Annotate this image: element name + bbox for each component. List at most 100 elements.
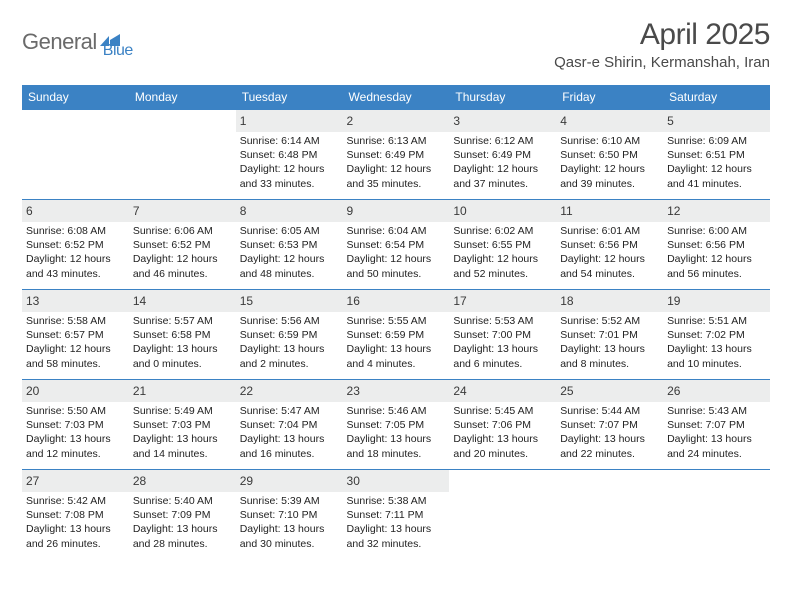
- daylight-line: Daylight: 12 hours and 56 minutes.: [667, 252, 766, 280]
- calendar-cell: 10Sunrise: 6:02 AMSunset: 6:55 PMDayligh…: [449, 200, 556, 290]
- sunset-line: Sunset: 6:59 PM: [240, 328, 339, 342]
- sunrise-line: Sunrise: 5:40 AM: [133, 494, 232, 508]
- daylight-line: Daylight: 12 hours and 58 minutes.: [26, 342, 125, 370]
- sunset-line: Sunset: 7:05 PM: [347, 418, 446, 432]
- sunrise-line: Sunrise: 6:14 AM: [240, 134, 339, 148]
- sunrise-line: Sunrise: 5:49 AM: [133, 404, 232, 418]
- weekday-header: Saturday: [663, 85, 770, 110]
- sunset-line: Sunset: 7:11 PM: [347, 508, 446, 522]
- calendar-cell: [663, 470, 770, 560]
- sunrise-line: Sunrise: 5:39 AM: [240, 494, 339, 508]
- daylight-line: Daylight: 13 hours and 16 minutes.: [240, 432, 339, 460]
- daylight-line: Daylight: 12 hours and 39 minutes.: [560, 162, 659, 190]
- calendar-cell: 6Sunrise: 6:08 AMSunset: 6:52 PMDaylight…: [22, 200, 129, 290]
- daylight-line: Daylight: 12 hours and 52 minutes.: [453, 252, 552, 280]
- calendar-body: 1Sunrise: 6:14 AMSunset: 6:48 PMDaylight…: [22, 110, 770, 560]
- day-number: 25: [560, 384, 573, 398]
- sunset-line: Sunset: 7:09 PM: [133, 508, 232, 522]
- sunrise-line: Sunrise: 6:04 AM: [347, 224, 446, 238]
- title-block: April 2025 Qasr-e Shirin, Kermanshah, Ir…: [554, 18, 770, 71]
- calendar-table: SundayMondayTuesdayWednesdayThursdayFrid…: [22, 85, 770, 560]
- day-number: 28: [133, 474, 146, 488]
- sunrise-line: Sunrise: 5:46 AM: [347, 404, 446, 418]
- header: General Blue April 2025 Qasr-e Shirin, K…: [22, 18, 770, 71]
- daylight-line: Daylight: 13 hours and 20 minutes.: [453, 432, 552, 460]
- day-number: 3: [453, 114, 460, 128]
- calendar-cell: 17Sunrise: 5:53 AMSunset: 7:00 PMDayligh…: [449, 290, 556, 380]
- calendar-cell: 23Sunrise: 5:46 AMSunset: 7:05 PMDayligh…: [343, 380, 450, 470]
- sunset-line: Sunset: 6:49 PM: [347, 148, 446, 162]
- day-number: 13: [26, 294, 39, 308]
- calendar-header-row: SundayMondayTuesdayWednesdayThursdayFrid…: [22, 85, 770, 110]
- daylight-line: Daylight: 13 hours and 6 minutes.: [453, 342, 552, 370]
- day-number: 18: [560, 294, 573, 308]
- sunset-line: Sunset: 6:59 PM: [347, 328, 446, 342]
- sunset-line: Sunset: 6:50 PM: [560, 148, 659, 162]
- day-number: 29: [240, 474, 253, 488]
- sunset-line: Sunset: 6:54 PM: [347, 238, 446, 252]
- day-number: 8: [240, 204, 247, 218]
- calendar-cell: 2Sunrise: 6:13 AMSunset: 6:49 PMDaylight…: [343, 110, 450, 200]
- sunset-line: Sunset: 6:56 PM: [560, 238, 659, 252]
- daylight-line: Daylight: 13 hours and 24 minutes.: [667, 432, 766, 460]
- sunset-line: Sunset: 6:52 PM: [26, 238, 125, 252]
- page: General Blue April 2025 Qasr-e Shirin, K…: [0, 0, 792, 578]
- calendar-cell: 27Sunrise: 5:42 AMSunset: 7:08 PMDayligh…: [22, 470, 129, 560]
- sunset-line: Sunset: 6:56 PM: [667, 238, 766, 252]
- sunset-line: Sunset: 6:55 PM: [453, 238, 552, 252]
- daylight-line: Daylight: 12 hours and 48 minutes.: [240, 252, 339, 280]
- calendar-cell: 18Sunrise: 5:52 AMSunset: 7:01 PMDayligh…: [556, 290, 663, 380]
- page-title: April 2025: [554, 18, 770, 52]
- day-number: 9: [347, 204, 354, 218]
- brand-logo: General Blue: [22, 18, 133, 60]
- day-number: 23: [347, 384, 360, 398]
- sunset-line: Sunset: 6:57 PM: [26, 328, 125, 342]
- daylight-line: Daylight: 12 hours and 41 minutes.: [667, 162, 766, 190]
- day-number: 27: [26, 474, 39, 488]
- day-number: 11: [560, 204, 572, 218]
- sunrise-line: Sunrise: 5:43 AM: [667, 404, 766, 418]
- calendar-cell: 5Sunrise: 6:09 AMSunset: 6:51 PMDaylight…: [663, 110, 770, 200]
- daylight-line: Daylight: 13 hours and 28 minutes.: [133, 522, 232, 550]
- calendar-cell: 3Sunrise: 6:12 AMSunset: 6:49 PMDaylight…: [449, 110, 556, 200]
- day-number: 30: [347, 474, 360, 488]
- daylight-line: Daylight: 13 hours and 0 minutes.: [133, 342, 232, 370]
- calendar-cell: 9Sunrise: 6:04 AMSunset: 6:54 PMDaylight…: [343, 200, 450, 290]
- sunrise-line: Sunrise: 5:51 AM: [667, 314, 766, 328]
- calendar-week-row: 1Sunrise: 6:14 AMSunset: 6:48 PMDaylight…: [22, 110, 770, 200]
- sunset-line: Sunset: 7:02 PM: [667, 328, 766, 342]
- calendar-week-row: 27Sunrise: 5:42 AMSunset: 7:08 PMDayligh…: [22, 470, 770, 560]
- sunrise-line: Sunrise: 5:47 AM: [240, 404, 339, 418]
- sunrise-line: Sunrise: 5:44 AM: [560, 404, 659, 418]
- sunrise-line: Sunrise: 6:01 AM: [560, 224, 659, 238]
- day-number: 16: [347, 294, 360, 308]
- daylight-line: Daylight: 12 hours and 43 minutes.: [26, 252, 125, 280]
- location-label: Qasr-e Shirin, Kermanshah, Iran: [554, 54, 770, 71]
- sunset-line: Sunset: 7:07 PM: [667, 418, 766, 432]
- sunrise-line: Sunrise: 6:10 AM: [560, 134, 659, 148]
- calendar-week-row: 6Sunrise: 6:08 AMSunset: 6:52 PMDaylight…: [22, 200, 770, 290]
- sunrise-line: Sunrise: 5:58 AM: [26, 314, 125, 328]
- weekday-header: Wednesday: [343, 85, 450, 110]
- day-number: 24: [453, 384, 466, 398]
- sunset-line: Sunset: 7:10 PM: [240, 508, 339, 522]
- calendar-cell: 14Sunrise: 5:57 AMSunset: 6:58 PMDayligh…: [129, 290, 236, 380]
- day-number: 14: [133, 294, 146, 308]
- day-number: 19: [667, 294, 680, 308]
- daylight-line: Daylight: 12 hours and 46 minutes.: [133, 252, 232, 280]
- day-number: 1: [240, 114, 247, 128]
- day-number: 12: [667, 204, 680, 218]
- sunrise-line: Sunrise: 6:00 AM: [667, 224, 766, 238]
- sunrise-line: Sunrise: 6:12 AM: [453, 134, 552, 148]
- brand-name-1: General: [22, 29, 97, 55]
- daylight-line: Daylight: 13 hours and 2 minutes.: [240, 342, 339, 370]
- calendar-cell: [129, 110, 236, 200]
- daylight-line: Daylight: 13 hours and 4 minutes.: [347, 342, 446, 370]
- sunset-line: Sunset: 7:06 PM: [453, 418, 552, 432]
- sunset-line: Sunset: 6:52 PM: [133, 238, 232, 252]
- day-number: 4: [560, 114, 567, 128]
- calendar-cell: 8Sunrise: 6:05 AMSunset: 6:53 PMDaylight…: [236, 200, 343, 290]
- daylight-line: Daylight: 12 hours and 35 minutes.: [347, 162, 446, 190]
- sunrise-line: Sunrise: 5:50 AM: [26, 404, 125, 418]
- calendar-cell: [449, 470, 556, 560]
